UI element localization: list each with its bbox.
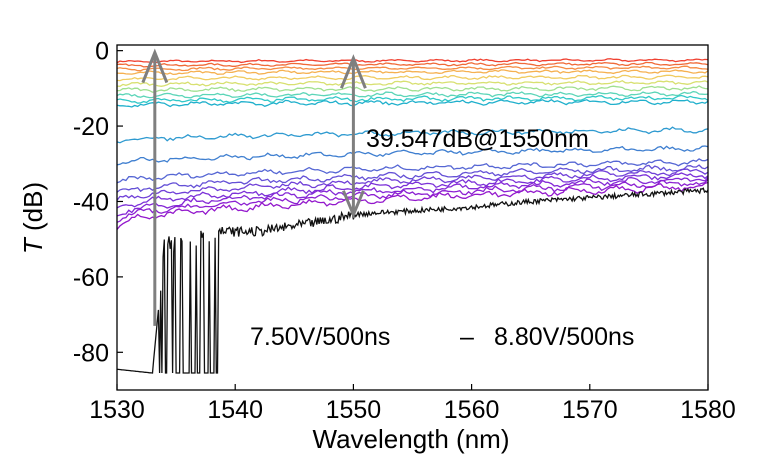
y-tick-label-3: -60 xyxy=(73,264,109,292)
y-tick-label-0: 0 xyxy=(95,38,109,66)
x-tick-label-1560: 1560 xyxy=(444,396,500,424)
spectrum-curve-8 xyxy=(117,90,708,99)
spectrum-curve-9 xyxy=(117,94,708,104)
spectrum-curve-13 xyxy=(117,158,708,184)
y-tick-label-1: -20 xyxy=(73,113,109,141)
range-arrow xyxy=(141,48,169,326)
extinction-arrow xyxy=(340,54,367,219)
x-axis-label: Wavelength (nm) xyxy=(313,424,510,454)
spectrum-curve-7 xyxy=(117,85,708,93)
spectrum-curve-5 xyxy=(117,74,708,82)
noisy-spectrum-trace xyxy=(117,187,708,374)
spectrum-curve-3 xyxy=(117,65,708,72)
spectrum-curve-4 xyxy=(117,69,708,76)
arrows-layer xyxy=(141,48,367,326)
spectrum-curve-15 xyxy=(117,168,708,201)
spectrum-curve-1 xyxy=(117,58,708,64)
range-start-annotation: 7.50V/500ns xyxy=(250,323,390,351)
y-axis-label-unit: (dB) xyxy=(18,182,48,238)
y-tick-label-4: -80 xyxy=(73,339,109,367)
x-tick-label-1550: 1550 xyxy=(326,396,382,424)
spectrum-curve-6 xyxy=(117,79,708,87)
x-tick-label-1530: 1530 xyxy=(89,396,145,424)
extinction-arrow-head-bottom xyxy=(342,190,365,219)
spectrum-curve-11 xyxy=(117,126,708,144)
extinction-ratio-annotation: 39.547dB@1550nm xyxy=(366,125,589,153)
range-end-annotation: 8.80V/500ns xyxy=(494,323,634,351)
spectrum-curve-12 xyxy=(117,145,708,166)
spectrum-curve-14 xyxy=(117,164,708,193)
range-separator: – xyxy=(460,323,474,351)
y-tick-label-2: -40 xyxy=(73,188,109,216)
x-tick-label-1580: 1580 xyxy=(680,396,736,424)
extinction-arrow-head-top xyxy=(340,54,367,89)
spectrum-curve-16 xyxy=(117,172,708,209)
range-arrow-head-top xyxy=(141,48,169,84)
spectrum-curve-19 xyxy=(117,181,708,230)
x-tick-label-1570: 1570 xyxy=(562,396,618,424)
spectrum-curve-17 xyxy=(117,176,708,217)
spectrum-curve-2 xyxy=(117,61,708,68)
y-axis-label-symbol: T xyxy=(18,236,48,254)
y-axis-label: T (dB) xyxy=(18,182,48,254)
spectrum-curve-18 xyxy=(117,178,708,223)
spectrum-curve-10 xyxy=(117,98,708,108)
curves-layer xyxy=(117,58,708,374)
ticks-layer: 1530 1540 1550 1560 1570 1580 0 -20 -40 -60 -80 xyxy=(73,38,736,424)
plot-frame xyxy=(116,44,709,391)
x-tick-label-1540: 1540 xyxy=(207,396,263,424)
